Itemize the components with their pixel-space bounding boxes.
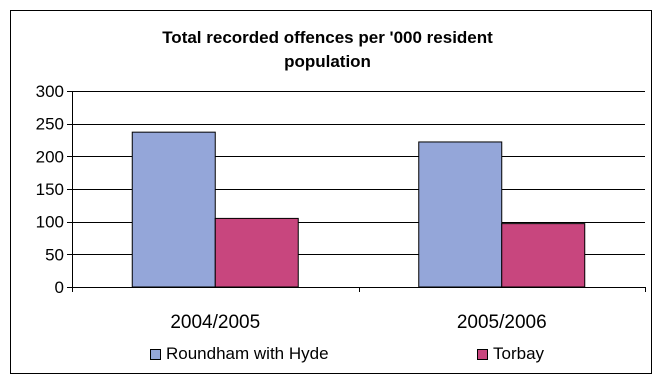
bar-torbay-2005-2006 <box>502 224 585 287</box>
x-tick-label-2005-2006: 2005/2006 <box>457 312 547 333</box>
bar-torbay-2004-2005 <box>215 218 298 287</box>
bar-roundham-with-hyde-2004-2005 <box>132 132 215 287</box>
x-tick-label-2004-2005: 2004/2005 <box>170 312 260 333</box>
y-tick-label-0: 0 <box>55 278 64 297</box>
legend-item-roundham-with-hyde: Roundham with Hyde <box>150 344 329 364</box>
legend-swatch-roundham-with-hyde <box>150 349 161 360</box>
y-tick-label-150: 150 <box>36 180 64 199</box>
bar-roundham-with-hyde-2005-2006 <box>419 142 502 287</box>
y-tick-label-250: 250 <box>36 115 64 134</box>
legend-item-torbay: Torbay <box>477 344 544 364</box>
chart-legend: Roundham with Hyde Torbay <box>0 344 655 366</box>
legend-label-roundham-with-hyde: Roundham with Hyde <box>166 344 329 364</box>
legend-label-torbay: Torbay <box>493 344 544 364</box>
legend-swatch-torbay <box>477 349 488 360</box>
y-tick-label-100: 100 <box>36 213 64 232</box>
y-tick-label-200: 200 <box>36 147 64 166</box>
y-tick-label-50: 50 <box>45 245 64 264</box>
y-tick-label-300: 300 <box>36 82 64 101</box>
